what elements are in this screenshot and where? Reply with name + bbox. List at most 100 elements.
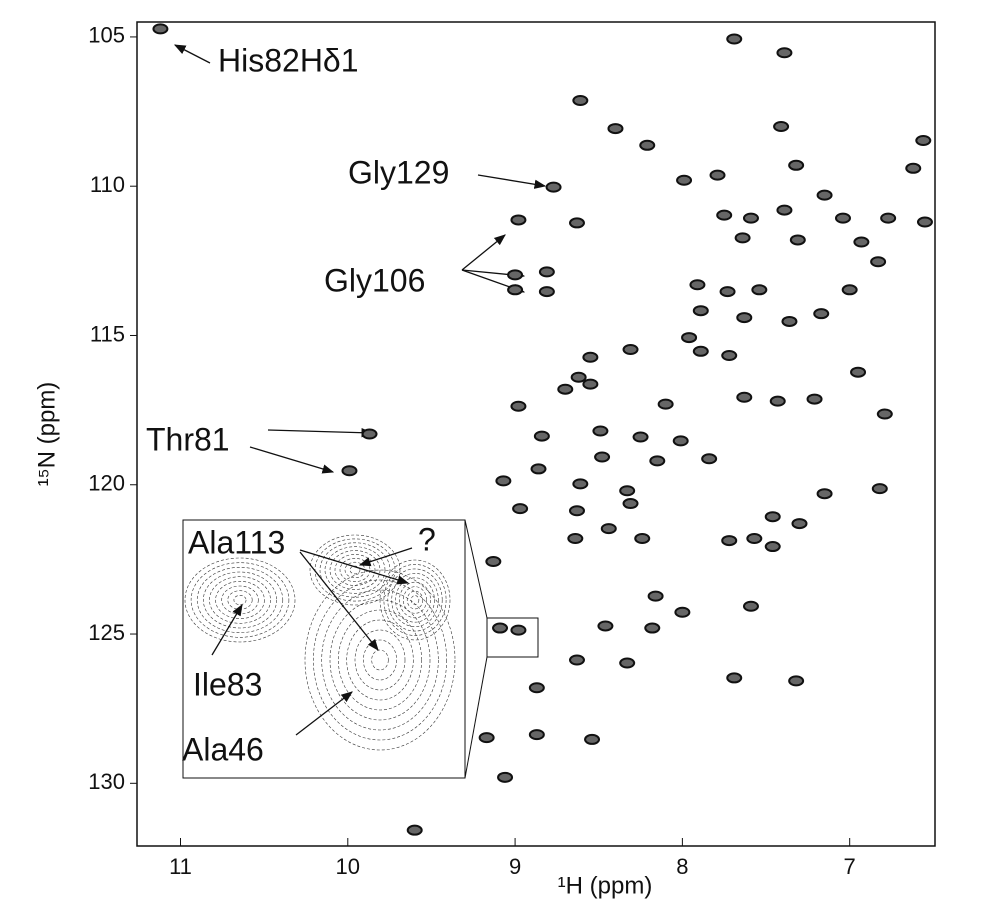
peak [871,483,888,495]
inset-contour [379,559,451,641]
y-tick-label: 105 [88,23,125,48]
inset-contour [227,590,253,610]
inset-contour [354,629,406,691]
peak [592,425,609,437]
connector [464,519,488,619]
peak [619,657,636,669]
peak [834,212,851,224]
inset-contour [338,609,422,711]
arrow [299,551,379,651]
y-tick-label: 125 [88,620,125,645]
peak [570,371,587,383]
inset-contour [387,568,443,632]
peak [478,732,495,744]
arrow [211,603,243,656]
inset [182,519,539,779]
peak [769,395,786,407]
peak [751,284,768,296]
peak [597,620,614,632]
arrow [173,44,211,64]
peak [584,733,601,745]
peak [853,236,870,248]
inset-contour [371,649,389,671]
peak [497,771,514,783]
peak [528,729,545,741]
peak [915,135,932,147]
peak [841,284,858,296]
peak [568,505,585,517]
y-tick-label: 120 [88,471,125,496]
peak [361,428,378,440]
peak [507,269,524,281]
arrow [295,691,353,736]
inset-contour [215,581,265,619]
arrow [477,174,547,189]
peak [507,284,524,296]
inset-contour [190,562,290,638]
peak [726,33,743,45]
peak [567,532,584,544]
peak [776,204,793,216]
inset-contour [363,639,397,681]
x-tick-label: 7 [844,854,856,879]
inset-contour [329,599,431,721]
peak [594,451,611,463]
annotation: His82Hδ1 [218,42,359,78]
peak [726,672,743,684]
inset-contour [395,577,435,623]
peak [764,511,781,523]
peak [870,256,887,268]
peak [510,400,527,412]
y-tick-label: 115 [90,321,125,346]
peak [781,315,798,327]
peak [876,408,893,420]
peak [746,532,763,544]
x-tick-label: 11 [169,854,192,879]
peak [530,463,547,475]
arrow [267,428,374,438]
peak [639,139,656,151]
peak [721,535,738,547]
inset-contour [319,542,391,598]
y-tick-label: 110 [90,172,125,197]
inset-contour [339,558,371,582]
zoom-box [486,617,539,658]
peak [406,824,423,836]
inset-contour [349,565,361,575]
peak [736,391,753,403]
peak [632,431,649,443]
annotation: Ala46 [182,731,264,767]
inset-contour [309,534,401,606]
peak [622,498,639,510]
peak [657,398,674,410]
peak [716,209,733,221]
inset-contour [324,546,386,594]
inset-contour [321,589,439,731]
peak [528,682,545,694]
peak [916,216,933,228]
peak [816,488,833,500]
peak [572,478,589,490]
annotation: Ile83 [193,666,262,702]
peak [533,430,550,442]
peak [776,47,793,59]
inset-frame [182,519,466,779]
inset-contour [209,576,271,624]
arrow [461,234,506,271]
peak [568,217,585,229]
inset-contour [184,557,296,643]
arrow [249,446,335,474]
inset-contour [203,571,277,629]
y-tick-label: 130 [88,769,125,794]
arrow [358,547,413,567]
peak [676,174,693,186]
peak [512,503,529,515]
peak [600,523,617,535]
peak [510,214,527,226]
peak [773,120,790,132]
peak [689,279,706,291]
peak [721,349,738,361]
peak [557,383,574,395]
annotation: Gly129 [348,154,449,190]
annotation: Gly106 [324,262,425,298]
